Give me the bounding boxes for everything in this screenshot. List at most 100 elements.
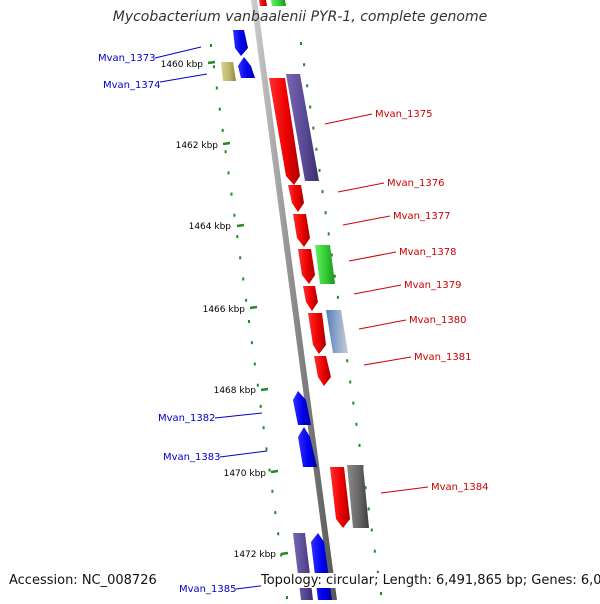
gene-arrow-mvan-1377[interactable]: [293, 214, 310, 247]
gene-label-mvan-1376[interactable]: Mvan_1376: [387, 178, 444, 189]
gene-label-mvan-1385[interactable]: Mvan_1385: [179, 584, 236, 595]
cog-box-purple-1375: [286, 74, 319, 181]
svg-text:1466 kbp: 1466 kbp: [203, 305, 246, 315]
minor-tick: [318, 168, 321, 172]
gene-arrow-mvan-1378[interactable]: [298, 249, 315, 284]
gene-arrow-mvan-1373[interactable]: [233, 30, 248, 56]
minor-tick: [227, 171, 230, 175]
gene-label-mvan-1382[interactable]: Mvan_1382: [158, 413, 215, 424]
gene-label-mvan-1383[interactable]: Mvan_1383: [163, 452, 220, 463]
tick-label-1464: 1464 kbp: [189, 222, 232, 232]
minor-tick: [336, 295, 339, 299]
tick-label-1470: 1470 kbp: [224, 469, 267, 479]
genome-backbone: [251, 0, 337, 600]
minor-tick: [370, 528, 373, 532]
gene-label-mvan-1374[interactable]: Mvan_1374: [103, 80, 160, 91]
gene-label-mvan-1373[interactable]: Mvan_1373: [98, 53, 155, 64]
kbp-tick-track-inner: [210, 44, 288, 599]
gene-arrow-mvan-1374[interactable]: [238, 57, 255, 78]
minor-tick: [321, 190, 324, 194]
minor-tick: [309, 105, 312, 109]
minor-tick: [248, 320, 250, 323]
minor-tick: [352, 401, 355, 405]
minor-tick: [324, 211, 327, 215]
map-title: Mycobacterium vanbaalenii PYR-1, complet…: [112, 9, 488, 25]
minor-tick: [224, 150, 227, 154]
minor-tick: [268, 468, 271, 472]
tick-label-1460: 1460 kbp: [161, 60, 204, 70]
minor-tick: [330, 253, 333, 257]
gene-label-mvan-1379[interactable]: Mvan_1379: [404, 280, 461, 291]
minor-tick: [364, 486, 367, 490]
gene-arrow-mvan-1381[interactable]: [314, 356, 331, 386]
minor-tick: [312, 126, 315, 130]
minor-tick: [262, 426, 265, 430]
gene-arrow-mvan-1376[interactable]: [288, 185, 304, 212]
svg-text:1462 kbp: 1462 kbp: [176, 141, 219, 151]
minor-tick: [303, 63, 306, 67]
svg-text:1468 kbp: 1468 kbp: [214, 386, 257, 396]
minor-tick: [215, 86, 218, 90]
minor-tick: [376, 570, 379, 574]
minor-tick: [274, 511, 277, 515]
minor-tick: [358, 443, 361, 447]
minor-tick: [346, 359, 349, 363]
major-tick-marks: [207, 60, 289, 556]
minor-tick: [259, 404, 262, 408]
genome-summary-label: Topology: circular; Length: 6,491,865 bp…: [261, 573, 600, 588]
minor-tick: [380, 592, 382, 595]
minor-tick: [349, 380, 352, 384]
cog-box-red-top: [259, 0, 267, 6]
gene-arrow-mvan-1383[interactable]: [298, 427, 317, 467]
minor-tick: [221, 128, 224, 132]
minor-tick: [218, 107, 221, 111]
gene-label-mvan-1381[interactable]: Mvan_1381: [414, 352, 471, 363]
minor-tick: [277, 532, 280, 536]
gene-arrow-mvan-1382[interactable]: [293, 391, 311, 425]
gene-arrow-mvan-1375[interactable]: [269, 78, 300, 185]
minor-tick: [239, 256, 242, 260]
gene-label-mvan-1377[interactable]: Mvan_1377: [393, 211, 450, 222]
tick-label-1468: 1468 kbp: [214, 386, 257, 396]
minor-tick: [242, 277, 245, 281]
minor-tick: [327, 232, 330, 236]
minor-tick: [355, 422, 358, 426]
minor-tick: [233, 213, 236, 217]
cog-box-green-1378: [315, 245, 335, 284]
minor-tick: [256, 383, 259, 387]
minor-tick: [373, 549, 376, 553]
tick-label-1472: 1472 kbp: [234, 550, 277, 560]
minor-tick: [230, 192, 233, 196]
gene-label-mvan-1380[interactable]: Mvan_1380: [409, 315, 466, 326]
minor-tick: [236, 235, 239, 239]
minor-tick: [265, 447, 268, 451]
svg-text:1472 kbp: 1472 kbp: [234, 550, 277, 560]
cog-box-grey-1384: [347, 465, 369, 528]
minor-tick: [367, 507, 370, 511]
svg-text:1460 kbp: 1460 kbp: [161, 60, 204, 70]
cog-box-purple-1385: [293, 533, 313, 600]
minor-tick: [212, 65, 215, 69]
minor-tick: [315, 147, 318, 151]
svg-text:1464 kbp: 1464 kbp: [189, 222, 232, 232]
tick-label-1466: 1466 kbp: [203, 305, 246, 315]
gene-label-mvan-1384[interactable]: Mvan_1384: [431, 482, 488, 493]
minor-tick: [306, 84, 309, 88]
gene-label-mvan-1375[interactable]: Mvan_1375: [375, 109, 432, 120]
svg-text:1470 kbp: 1470 kbp: [224, 469, 267, 479]
gene-arrow-mvan-1384[interactable]: [330, 467, 350, 528]
cog-box-olive: [221, 62, 236, 81]
minor-tick: [333, 274, 336, 278]
gene-arrow-mvan-1379[interactable]: [303, 286, 318, 311]
minor-tick: [253, 362, 256, 366]
minor-tick: [245, 298, 248, 302]
minor-tick: [250, 341, 253, 345]
gene-arrow-mvan-1380[interactable]: [308, 313, 326, 354]
cog-box-steel-1380: [326, 310, 348, 353]
tick-label-1462: 1462 kbp: [176, 141, 219, 151]
gene-label-mvan-1378[interactable]: Mvan_1378: [399, 247, 456, 258]
minor-tick: [271, 489, 274, 493]
accession-label: Accession: NC_008726: [9, 573, 157, 588]
minor-tick: [286, 596, 288, 599]
